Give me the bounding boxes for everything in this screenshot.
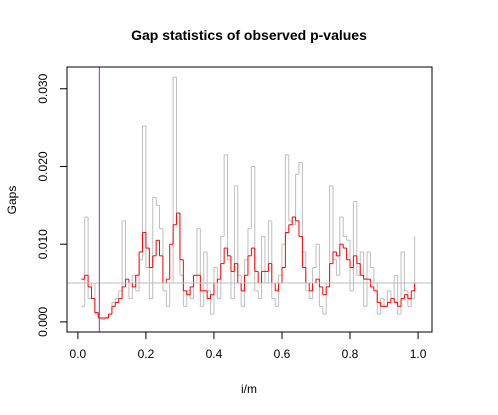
x-tick-label: 0.2 [138,347,155,361]
x-axis-label: i/m [241,382,257,396]
x-tick-label: 1.0 [410,347,427,361]
x-tick-label: 0.4 [206,347,223,361]
chart-title: Gap statistics of observed p-values [131,27,367,43]
y-tick-label: 0.000 [36,307,50,337]
y-tick-label: 0.010 [36,229,50,259]
x-tick-label: 0.0 [70,347,87,361]
plot-frame [66,66,433,333]
x-tick-label: 0.8 [342,347,359,361]
y-axis-label: Gaps [5,186,19,215]
x-tick-label: 0.6 [274,347,291,361]
y-tick-label: 0.030 [36,73,50,103]
y-tick-label: 0.020 [36,151,50,181]
